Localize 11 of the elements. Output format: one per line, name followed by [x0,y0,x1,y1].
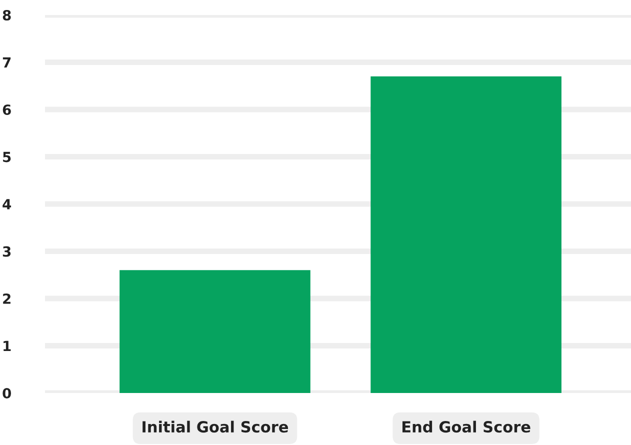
y-tick-label: 5 [3,152,11,162]
y-tick-label: 2 [3,293,10,304]
y-tick-label: 8 [2,10,11,20]
y-tick-label: 0 [2,388,12,398]
x-tick-label: End Goal Score [402,420,530,433]
y-tick-label: 6 [2,104,11,115]
x-tick-label: Initial Goal Score [142,420,288,433]
y-tick-label: 7 [2,57,11,68]
y-tick-label: 4 [2,199,12,210]
y-tick-label: 3 [2,246,11,257]
y-tick-label: 1 [4,340,11,352]
